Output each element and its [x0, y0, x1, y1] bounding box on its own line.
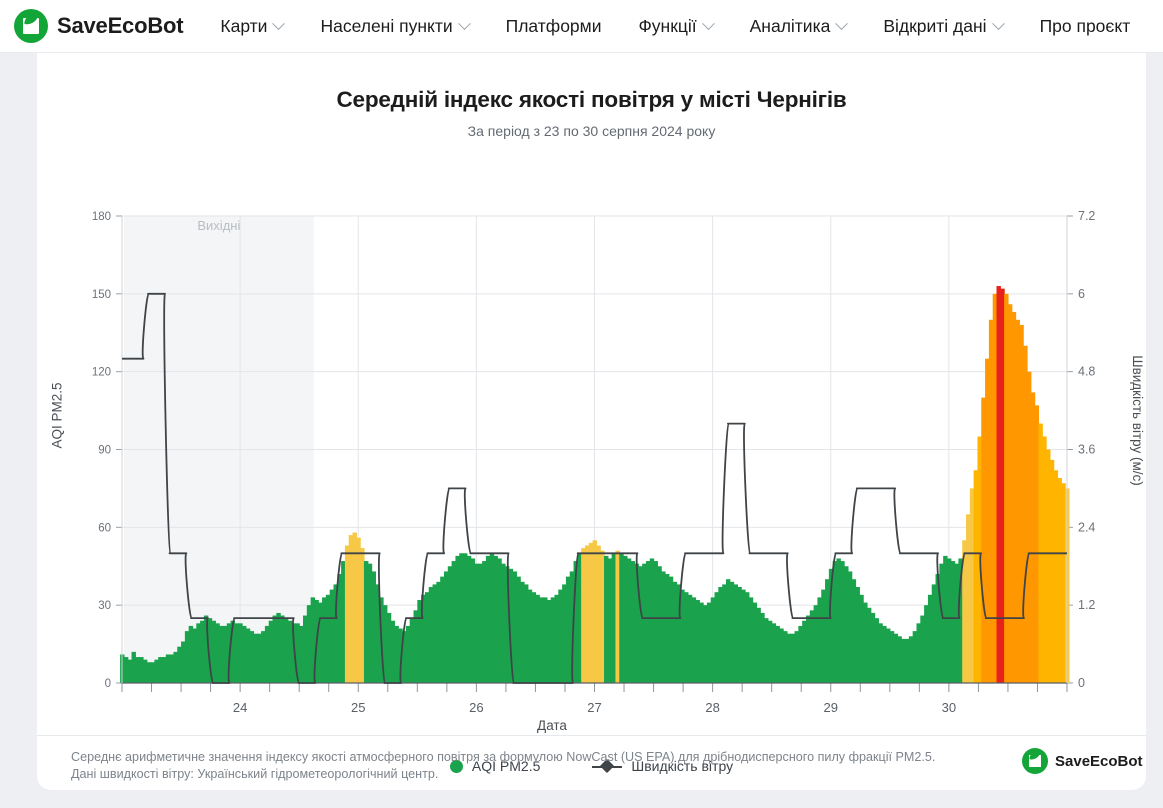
chart-title: Середній індекс якості повітря у місті Ч… [336, 87, 847, 112]
nav-item-label: Населені пункти [320, 15, 453, 36]
svg-text:120: 120 [92, 367, 111, 379]
nav-item-label: Карти [220, 15, 268, 36]
y-axis-right-label: Швидкість вітру (м/с) [1129, 355, 1145, 486]
footer-brand[interactable]: SaveEcoBot [1022, 748, 1143, 774]
svg-text:0: 0 [105, 678, 111, 690]
nav-item-karty[interactable]: Карти [220, 15, 286, 37]
nav-item-platformy[interactable]: Платформи [506, 16, 602, 37]
saveecobot-logo-icon [1022, 748, 1048, 774]
brand-logo-link[interactable]: SaveEcoBot [14, 9, 184, 43]
x-tick-label: 26 [469, 700, 483, 715]
brand-name: SaveEcoBot [57, 13, 184, 38]
svg-text:90: 90 [98, 445, 111, 457]
chevron-down-icon [272, 16, 286, 30]
legend-item-wind[interactable]: Швидкість вітру [592, 758, 733, 774]
nav-item-funktsii[interactable]: Функції [638, 15, 715, 37]
nav-item-label: Відкриті дані [883, 15, 987, 36]
legend-label: Швидкість вітру [631, 758, 734, 774]
chart-legend: AQI PM2.5 Швидкість вітру [37, 758, 1146, 774]
top-navbar: SaveEcoBot Карти Населені пункти Платфор… [0, 0, 1163, 53]
svg-text:7.2: 7.2 [1078, 209, 1095, 223]
footer-divider [37, 735, 1146, 736]
footer-note-line2: Дані швидкості вітру: Український гідром… [71, 767, 439, 781]
x-tick-label: 29 [824, 700, 838, 715]
y-axis-left-label: AQI PM2.5 [49, 382, 65, 449]
x-tick-label: 24 [233, 700, 247, 715]
svg-text:3.6: 3.6 [1078, 443, 1095, 457]
x-tick-label: 30 [942, 700, 956, 715]
nav-item-label: Аналітика [749, 15, 831, 36]
x-tick-label: 28 [705, 700, 719, 715]
chevron-down-icon [457, 16, 471, 30]
chevron-down-icon [835, 16, 849, 30]
svg-text:6: 6 [1078, 287, 1085, 301]
x-tick-label: 27 [587, 700, 601, 715]
nav-item-label: Про проєкт [1039, 15, 1131, 36]
svg-text:60: 60 [98, 522, 111, 534]
svg-text:2.4: 2.4 [1078, 520, 1095, 534]
svg-text:1.2: 1.2 [1078, 598, 1095, 612]
legend-label: AQI PM2.5 [471, 758, 541, 774]
svg-text:4.8: 4.8 [1078, 365, 1095, 379]
nav-item-label: Функції [638, 15, 697, 36]
legend-line-icon [592, 760, 623, 773]
x-axis-label: Дата [537, 718, 567, 733]
nav-menu: Карти Населені пункти Платформи Функції … [220, 16, 1130, 37]
saveecobot-logo-icon [14, 9, 48, 43]
nav-item-naseleni-punkty[interactable]: Населені пункти [320, 15, 471, 37]
legend-dot-icon [449, 759, 463, 773]
svg-text:30: 30 [98, 600, 111, 612]
weekend-annotation: Вихідні [197, 218, 240, 233]
legend-item-aqi[interactable]: AQI PM2.5 [449, 758, 541, 774]
chart-card: Середній індекс якості повітря у місті Ч… [37, 53, 1146, 790]
footer-note-line1: Середнє арифметичне значення індексу яко… [71, 750, 936, 764]
nav-item-pro-proekt[interactable]: Про проєкт [1040, 16, 1131, 37]
chevron-down-icon [991, 16, 1005, 30]
svg-text:180: 180 [92, 211, 111, 223]
aqi-wind-chart[interactable]: Вихідні 0 0 30 1.2 60 2.4 90 3.6 120 4.8 150 6 180 7.2… [37, 158, 1146, 718]
footer-brand-name: SaveEcoBot [1055, 752, 1143, 770]
svg-text:0: 0 [1078, 676, 1085, 690]
nav-item-vidkryti-dani[interactable]: Відкриті дані [883, 15, 1005, 37]
nav-item-label: Платформи [505, 15, 602, 36]
footer-note: Середнє арифметичне значення індексу яко… [71, 749, 1001, 783]
nav-item-analityka[interactable]: Аналітика [749, 15, 849, 37]
chart-subtitle: За період з 23 по 30 серпня 2024 року [467, 123, 716, 139]
x-tick-label: 25 [351, 700, 365, 715]
chevron-down-icon [701, 16, 715, 30]
chart-plot-area[interactable]: Вихідні 0 0 30 1.2 60 2.4 90 3.6 120 4.8 150 6 180 7.2… [37, 158, 1146, 774]
svg-text:150: 150 [92, 289, 111, 301]
